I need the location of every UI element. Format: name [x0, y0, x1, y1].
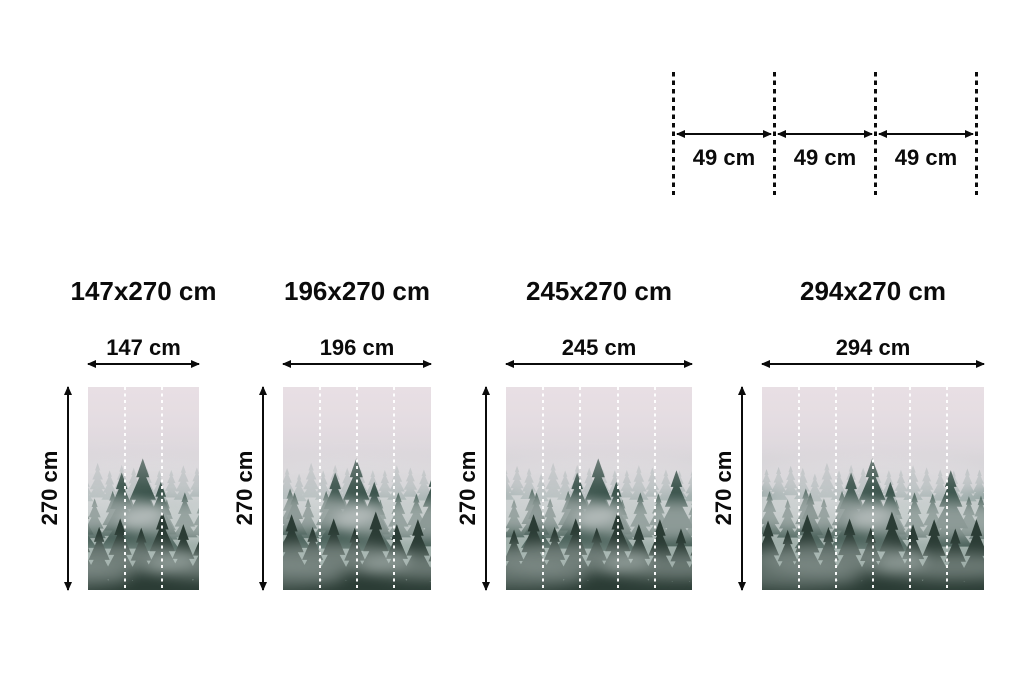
width-dimension-label: 196 cm — [319, 335, 395, 360]
height-dimension-label: 270 cm — [37, 450, 62, 526]
width-dimension-label: 245 cm — [561, 335, 637, 360]
panel-seams-overlay — [283, 387, 431, 590]
panel-seam-dotted-line — [542, 387, 545, 590]
mural-preview-image — [283, 387, 431, 590]
panel-seam-dotted-line — [797, 387, 800, 590]
panel-divider-dashed-line — [874, 72, 877, 195]
mural-preview-image — [762, 387, 984, 590]
panel-seam-dotted-line — [616, 387, 619, 590]
panel-seams-overlay — [506, 387, 692, 590]
width-dimension-label: 147 cm — [106, 335, 181, 360]
panel-width-arrow-icon — [879, 133, 973, 135]
panel-divider-dashed-line — [672, 72, 675, 195]
size-title: 294x270 cm — [799, 276, 947, 306]
size-title: 245x270 cm — [525, 276, 673, 306]
panel-width-label: 49 cm — [793, 145, 857, 170]
panel-width-arrow-icon — [778, 133, 872, 135]
panel-seams-overlay — [88, 387, 199, 590]
panel-width-label: 49 cm — [894, 145, 958, 170]
width-arrow-icon — [283, 363, 431, 365]
height-dimension-label: 270 cm — [455, 450, 480, 526]
panel-divider-dashed-line — [773, 72, 776, 195]
height-dimension-label: 270 cm — [711, 450, 736, 526]
panel-width-arrow-icon — [677, 133, 771, 135]
panel-seam-dotted-line — [356, 387, 358, 590]
panel-seams-overlay — [762, 387, 984, 590]
mural-preview-image — [506, 387, 692, 590]
height-arrow-icon — [67, 387, 69, 590]
panel-divider-dashed-line — [975, 72, 978, 195]
panel-seam-dotted-line — [834, 387, 837, 590]
panel-seam-dotted-line — [319, 387, 321, 590]
height-dimension-label: 270 cm — [232, 450, 257, 526]
width-arrow-icon — [88, 363, 199, 365]
panel-seam-dotted-line — [123, 387, 126, 590]
width-arrow-icon — [506, 363, 692, 365]
size-title: 147x270 cm — [70, 276, 217, 306]
width-dimension-label: 294 cm — [835, 335, 911, 360]
panel-seam-dotted-line — [653, 387, 656, 590]
panel-seam-dotted-line — [579, 387, 582, 590]
mural-preview-image — [88, 387, 199, 590]
height-arrow-icon — [262, 387, 264, 590]
panel-width-label: 49 cm — [692, 145, 756, 170]
panel-seam-dotted-line — [908, 387, 911, 590]
size-title: 196x270 cm — [283, 276, 431, 306]
height-arrow-icon — [485, 387, 487, 590]
width-arrow-icon — [762, 363, 984, 365]
height-arrow-icon — [741, 387, 743, 590]
panel-seam-dotted-line — [946, 387, 948, 590]
panel-seam-dotted-line — [393, 387, 395, 590]
panel-seam-dotted-line — [872, 387, 874, 590]
panel-seam-dotted-line — [160, 387, 163, 590]
